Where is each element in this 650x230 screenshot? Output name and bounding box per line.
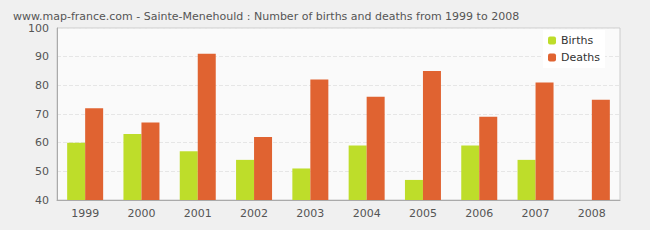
svg-text:www.map-france.com - Sainte-Me: www.map-france.com - Sainte-Menehould : … — [13, 10, 519, 23]
svg-text:2007: 2007 — [522, 207, 550, 220]
svg-text:50: 50 — [35, 165, 49, 178]
svg-text:40: 40 — [35, 194, 49, 207]
svg-text:90: 90 — [35, 50, 49, 63]
svg-text:Deaths: Deaths — [561, 51, 600, 64]
svg-text:2008: 2008 — [578, 207, 606, 220]
svg-text:2002: 2002 — [240, 207, 268, 220]
svg-text:70: 70 — [35, 108, 49, 121]
svg-text:2006: 2006 — [465, 207, 493, 220]
svg-text:2000: 2000 — [127, 207, 155, 220]
svg-text:2001: 2001 — [184, 207, 212, 220]
svg-text:100: 100 — [28, 22, 49, 35]
svg-text:Births: Births — [561, 34, 593, 47]
svg-text:2004: 2004 — [353, 207, 381, 220]
svg-text:2003: 2003 — [296, 207, 324, 220]
svg-text:1999: 1999 — [71, 207, 99, 220]
svg-text:60: 60 — [35, 136, 49, 149]
svg-text:80: 80 — [35, 79, 49, 92]
svg-text:2005: 2005 — [409, 207, 437, 220]
